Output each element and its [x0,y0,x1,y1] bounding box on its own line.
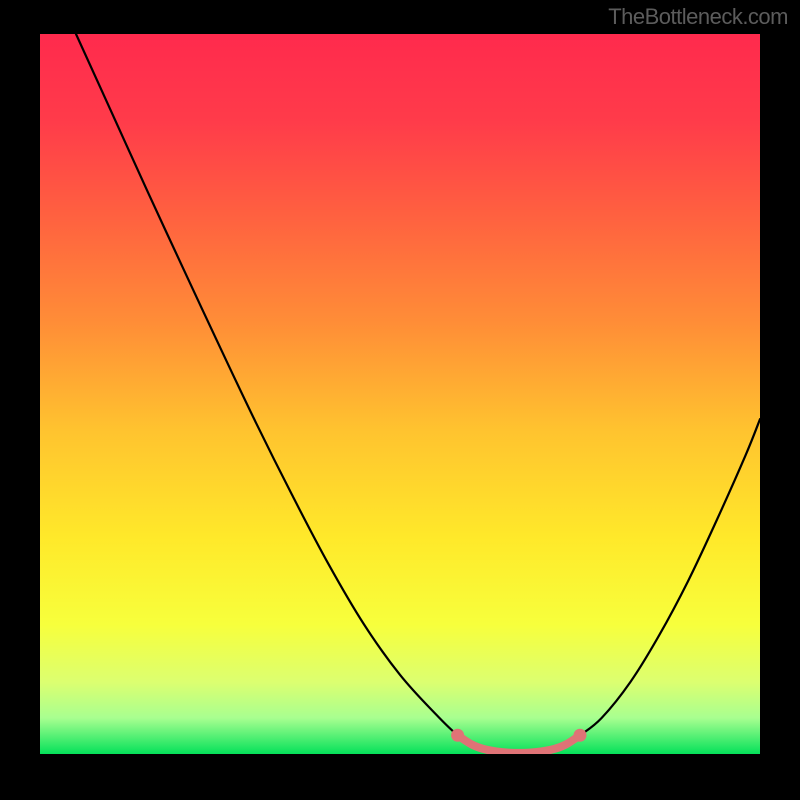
highlight-dot-start [451,729,464,742]
highlight-dot-end [574,729,587,742]
plot-area [40,34,760,754]
chart-svg [40,34,760,754]
chart-container: TheBottleneck.com [0,0,800,800]
watermark-label: TheBottleneck.com [608,4,788,30]
